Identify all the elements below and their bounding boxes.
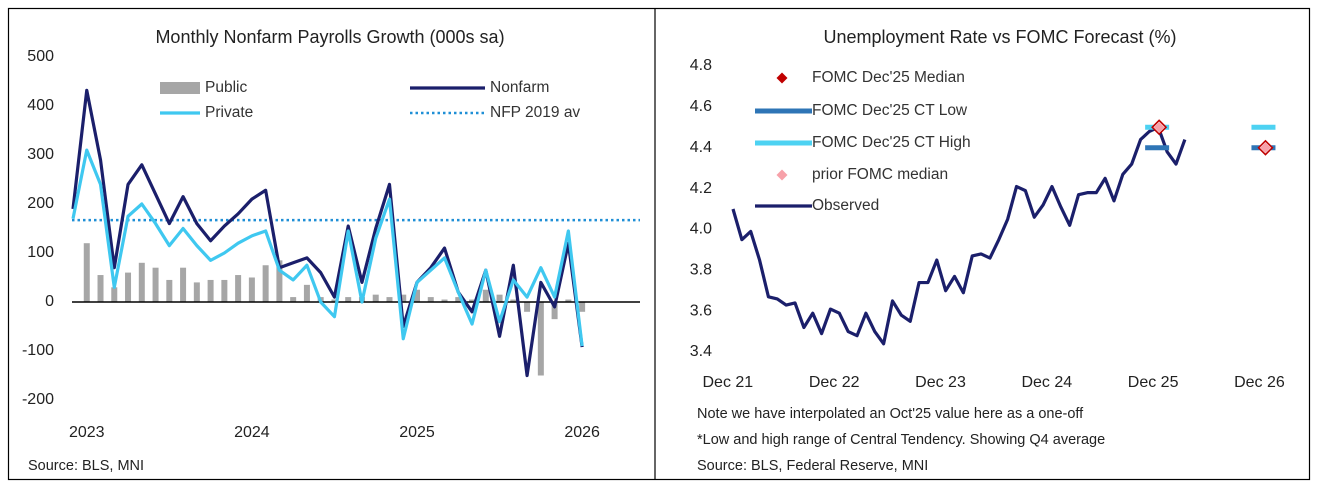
legend-label: FOMC Dec'25 Median [812, 69, 965, 86]
x-tick-label: 2025 [399, 424, 435, 441]
y-tick-label: 400 [27, 97, 54, 114]
diamond-mark [1153, 121, 1165, 134]
bar [482, 289, 489, 302]
x-tick-label: Dec 21 [703, 374, 754, 391]
chart-title: Unemployment Rate vs FOMC Forecast (%) [823, 27, 1176, 47]
x-tick-label: Dec 23 [915, 374, 966, 391]
bar [97, 275, 104, 302]
bar [372, 294, 379, 302]
legend-label: Observed [812, 197, 879, 214]
x-tick-label: 2024 [234, 424, 270, 441]
bar [427, 297, 434, 302]
bar [455, 297, 462, 302]
bar [290, 297, 297, 302]
bar [386, 297, 393, 302]
bar [248, 277, 255, 302]
x-tick-label: Dec 24 [1021, 374, 1072, 391]
legend-swatch [160, 82, 200, 94]
y-tick-label: -100 [22, 342, 54, 359]
y-tick-label: -200 [22, 391, 54, 408]
bar [193, 282, 200, 302]
x-tick-label: Dec 26 [1234, 374, 1285, 391]
y-tick-label: 4.0 [690, 221, 712, 238]
bar [83, 243, 90, 302]
x-tick-label: Dec 25 [1128, 374, 1179, 391]
bar [166, 279, 173, 302]
bar [331, 299, 338, 302]
legend-label: FOMC Dec'25 CT Low [812, 102, 968, 119]
bar [579, 302, 586, 312]
bar [303, 284, 310, 302]
data-line [71, 148, 584, 347]
x-tick-label: 2026 [564, 424, 600, 441]
legend-label: FOMC Dec'25 CT High [812, 134, 971, 151]
legend-swatch [776, 72, 788, 84]
legend-label: Nonfarm [490, 79, 549, 96]
x-tick-label: 2023 [69, 424, 105, 441]
bar [345, 297, 352, 302]
y-tick-label: 0 [45, 293, 54, 310]
diamond-mark [1259, 141, 1272, 154]
frame [7, 7, 1311, 481]
bar [111, 287, 118, 302]
bar [510, 299, 517, 302]
bar [414, 289, 420, 302]
y-tick-label: 3.8 [690, 262, 712, 279]
y-tick-label: 500 [27, 48, 54, 65]
bar [469, 299, 476, 302]
bar [262, 265, 269, 302]
bar [565, 299, 572, 302]
legend-label: prior FOMC median [812, 166, 948, 183]
data-line [71, 88, 584, 378]
legend-label: NFP 2019 av [490, 104, 580, 121]
y-tick-label: 300 [27, 146, 54, 163]
bar [537, 302, 544, 376]
bar [235, 275, 242, 302]
legend-label: Public [205, 79, 247, 96]
y-tick-label: 100 [27, 244, 54, 261]
note: *Low and high range of Central Tendency.… [697, 432, 1105, 448]
bar [138, 262, 145, 302]
note: Note we have interpolated an Oct'25 valu… [697, 406, 1084, 422]
bar [400, 294, 407, 302]
y-tick-label: 4.6 [690, 98, 712, 115]
y-tick-label: 3.6 [690, 302, 712, 319]
bar [524, 302, 531, 312]
y-tick-label: 4.8 [690, 57, 712, 74]
y-tick-label: 4.2 [690, 180, 712, 197]
y-tick-label: 200 [27, 195, 54, 212]
bar [152, 267, 159, 302]
source: Source: BLS, MNI [28, 458, 144, 474]
bar [207, 279, 214, 302]
legend-label: Private [205, 104, 253, 121]
bar [276, 260, 283, 302]
bar [551, 302, 558, 320]
x-tick-label: Dec 22 [809, 374, 860, 391]
bar [125, 272, 132, 302]
source: Source: BLS, Federal Reserve, MNI [697, 458, 928, 474]
data-line [731, 125, 1187, 346]
bar [441, 299, 448, 302]
bar [496, 294, 503, 302]
bar [221, 279, 228, 302]
y-tick-label: 4.4 [690, 139, 712, 156]
chart-title: Monthly Nonfarm Payrolls Growth (000s sa… [155, 27, 504, 47]
bar [180, 267, 187, 302]
legend-swatch [776, 169, 788, 181]
y-tick-label: 3.4 [690, 343, 712, 360]
